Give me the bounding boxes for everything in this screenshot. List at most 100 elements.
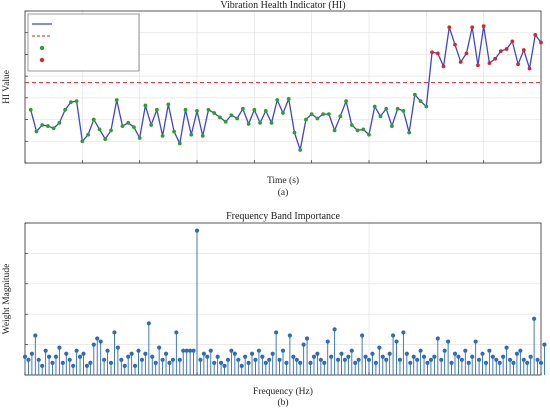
stem-marker xyxy=(525,360,530,365)
stem-marker xyxy=(442,348,447,353)
stem-marker xyxy=(102,357,107,362)
stem-marker xyxy=(490,354,495,359)
stem-marker xyxy=(377,345,382,350)
stem-marker xyxy=(439,357,444,362)
stem-marker xyxy=(170,357,176,362)
danger-state-point xyxy=(533,32,538,37)
stem-marker xyxy=(483,360,489,365)
danger-state-point xyxy=(539,40,543,45)
stem-marker xyxy=(507,357,513,362)
normal-state-point xyxy=(114,98,119,102)
stem-marker xyxy=(212,360,217,365)
normal-state-point xyxy=(86,132,90,137)
stem-marker xyxy=(256,348,262,353)
normal-state-point xyxy=(160,133,165,138)
normal-state-point xyxy=(177,141,182,146)
normal-state-point xyxy=(154,107,159,112)
normal-state-point xyxy=(57,120,62,125)
danger-state-point xyxy=(458,60,463,64)
stem-marker xyxy=(542,342,547,347)
stem-marker xyxy=(246,360,251,365)
stem-marker xyxy=(29,351,34,356)
stem-marker xyxy=(181,348,186,353)
normal-state-point xyxy=(126,120,131,125)
freq-sublabel: (b) xyxy=(277,397,288,408)
normal-state-point xyxy=(281,111,285,115)
stem-marker xyxy=(153,360,158,365)
normal-state-point xyxy=(326,112,331,117)
stem-marker xyxy=(397,357,403,362)
stem-marker xyxy=(456,354,461,359)
stem-marker xyxy=(342,357,348,362)
danger-state-point xyxy=(481,24,486,29)
hi-y-label: HI Value xyxy=(2,70,12,104)
normal-state-point xyxy=(172,129,176,134)
stem-marker xyxy=(480,351,485,356)
stem-marker xyxy=(270,351,275,356)
stem-marker xyxy=(528,354,533,359)
hi-legend xyxy=(27,13,140,72)
normal-state-point xyxy=(275,98,280,102)
danger-state-point xyxy=(441,64,446,69)
stem-marker xyxy=(115,345,120,350)
normal-state-point xyxy=(263,108,268,113)
normal-state-point xyxy=(401,108,406,113)
stem-marker xyxy=(304,336,310,341)
stem-marker xyxy=(322,360,327,365)
stem-marker xyxy=(349,348,354,353)
stem-marker xyxy=(267,357,272,362)
stem-marker xyxy=(298,360,303,365)
stem-marker xyxy=(301,342,306,347)
stem-marker xyxy=(163,351,169,356)
stem-marker xyxy=(77,354,83,359)
stem-marker xyxy=(370,351,375,356)
normal-state-point xyxy=(223,119,228,124)
danger-state-point xyxy=(435,51,440,56)
normal-state-point xyxy=(252,107,257,112)
stem-marker xyxy=(33,333,38,338)
stem-marker xyxy=(136,348,141,353)
normal-state-point xyxy=(120,124,125,128)
normal-state-point xyxy=(332,128,337,133)
normal-state-point xyxy=(304,117,308,122)
hi-title: Vibration Health Indicator (HI) xyxy=(220,0,345,11)
freq-x-ticks xyxy=(24,372,542,375)
stem-marker xyxy=(394,339,399,344)
stem-marker xyxy=(284,360,289,365)
stem-marker xyxy=(84,363,90,368)
danger-state-point xyxy=(430,50,434,55)
normal-state-point xyxy=(298,148,303,152)
stem-marker xyxy=(511,360,516,365)
normal-state-point xyxy=(418,99,423,104)
stem-marker xyxy=(360,333,365,338)
normal-state-point xyxy=(378,114,383,119)
stem-marker xyxy=(380,354,385,359)
stem-marker xyxy=(401,330,406,335)
normal-state-point xyxy=(321,112,326,117)
stem-marker xyxy=(253,357,258,362)
normal-state-point xyxy=(292,130,297,135)
stem-marker xyxy=(263,360,268,365)
stem-marker xyxy=(249,351,255,356)
normal-state-point xyxy=(355,128,360,133)
stem-marker xyxy=(36,357,41,362)
normal-state-point xyxy=(74,99,79,104)
normal-state-point xyxy=(195,108,199,113)
stem-marker xyxy=(188,348,193,353)
stem-marker xyxy=(277,357,282,362)
stem-marker xyxy=(318,357,323,362)
normal-state-point xyxy=(34,129,39,134)
stem-marker xyxy=(143,351,148,356)
normal-state-point xyxy=(143,103,148,108)
stem-marker xyxy=(260,354,265,359)
normal-state-point xyxy=(183,107,188,112)
stem-marker xyxy=(274,330,279,335)
stem-marker xyxy=(232,351,237,356)
stem-marker xyxy=(404,351,409,356)
normal-state-point xyxy=(109,128,113,133)
normal-state-point xyxy=(46,124,50,128)
stem-marker xyxy=(239,363,244,368)
normal-state-point xyxy=(200,133,205,138)
normal-state-point xyxy=(91,117,96,122)
stem-marker xyxy=(122,363,127,368)
